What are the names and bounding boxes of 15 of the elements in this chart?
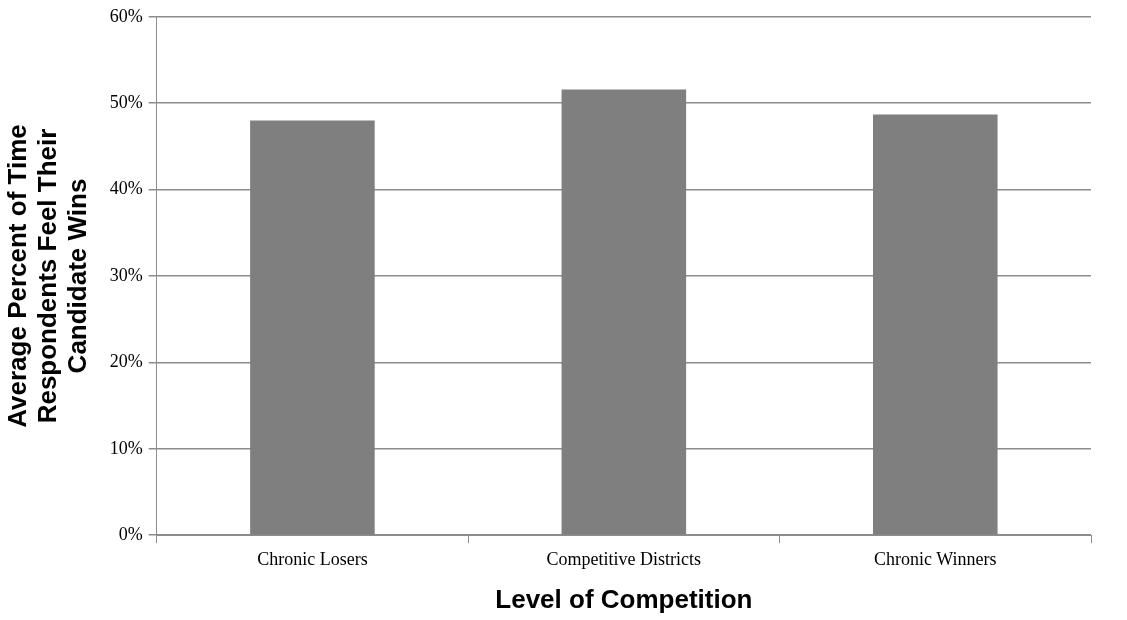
x-axis-title: Level of Competition — [495, 583, 753, 614]
x-tick-label: Chronic Winners — [874, 548, 997, 569]
y-tick-label: 40% — [109, 178, 143, 199]
y-tick-label: 0% — [118, 523, 143, 544]
x-tick-label: Chronic Losers — [257, 548, 368, 569]
y-tick-label: 50% — [109, 91, 143, 112]
bar — [561, 89, 687, 535]
y-axis-title: Average Percent of Time Respondents Feel Their Candidate Wins — [2, 124, 92, 428]
bar — [250, 120, 375, 535]
y-tick-label: 60% — [109, 5, 143, 26]
x-tick-label: Competitive Districts — [546, 548, 702, 569]
y-tick-label: 10% — [109, 437, 143, 458]
y-tick-label: 20% — [109, 351, 143, 372]
y-tick-label: 30% — [109, 264, 143, 285]
bar — [873, 114, 998, 535]
